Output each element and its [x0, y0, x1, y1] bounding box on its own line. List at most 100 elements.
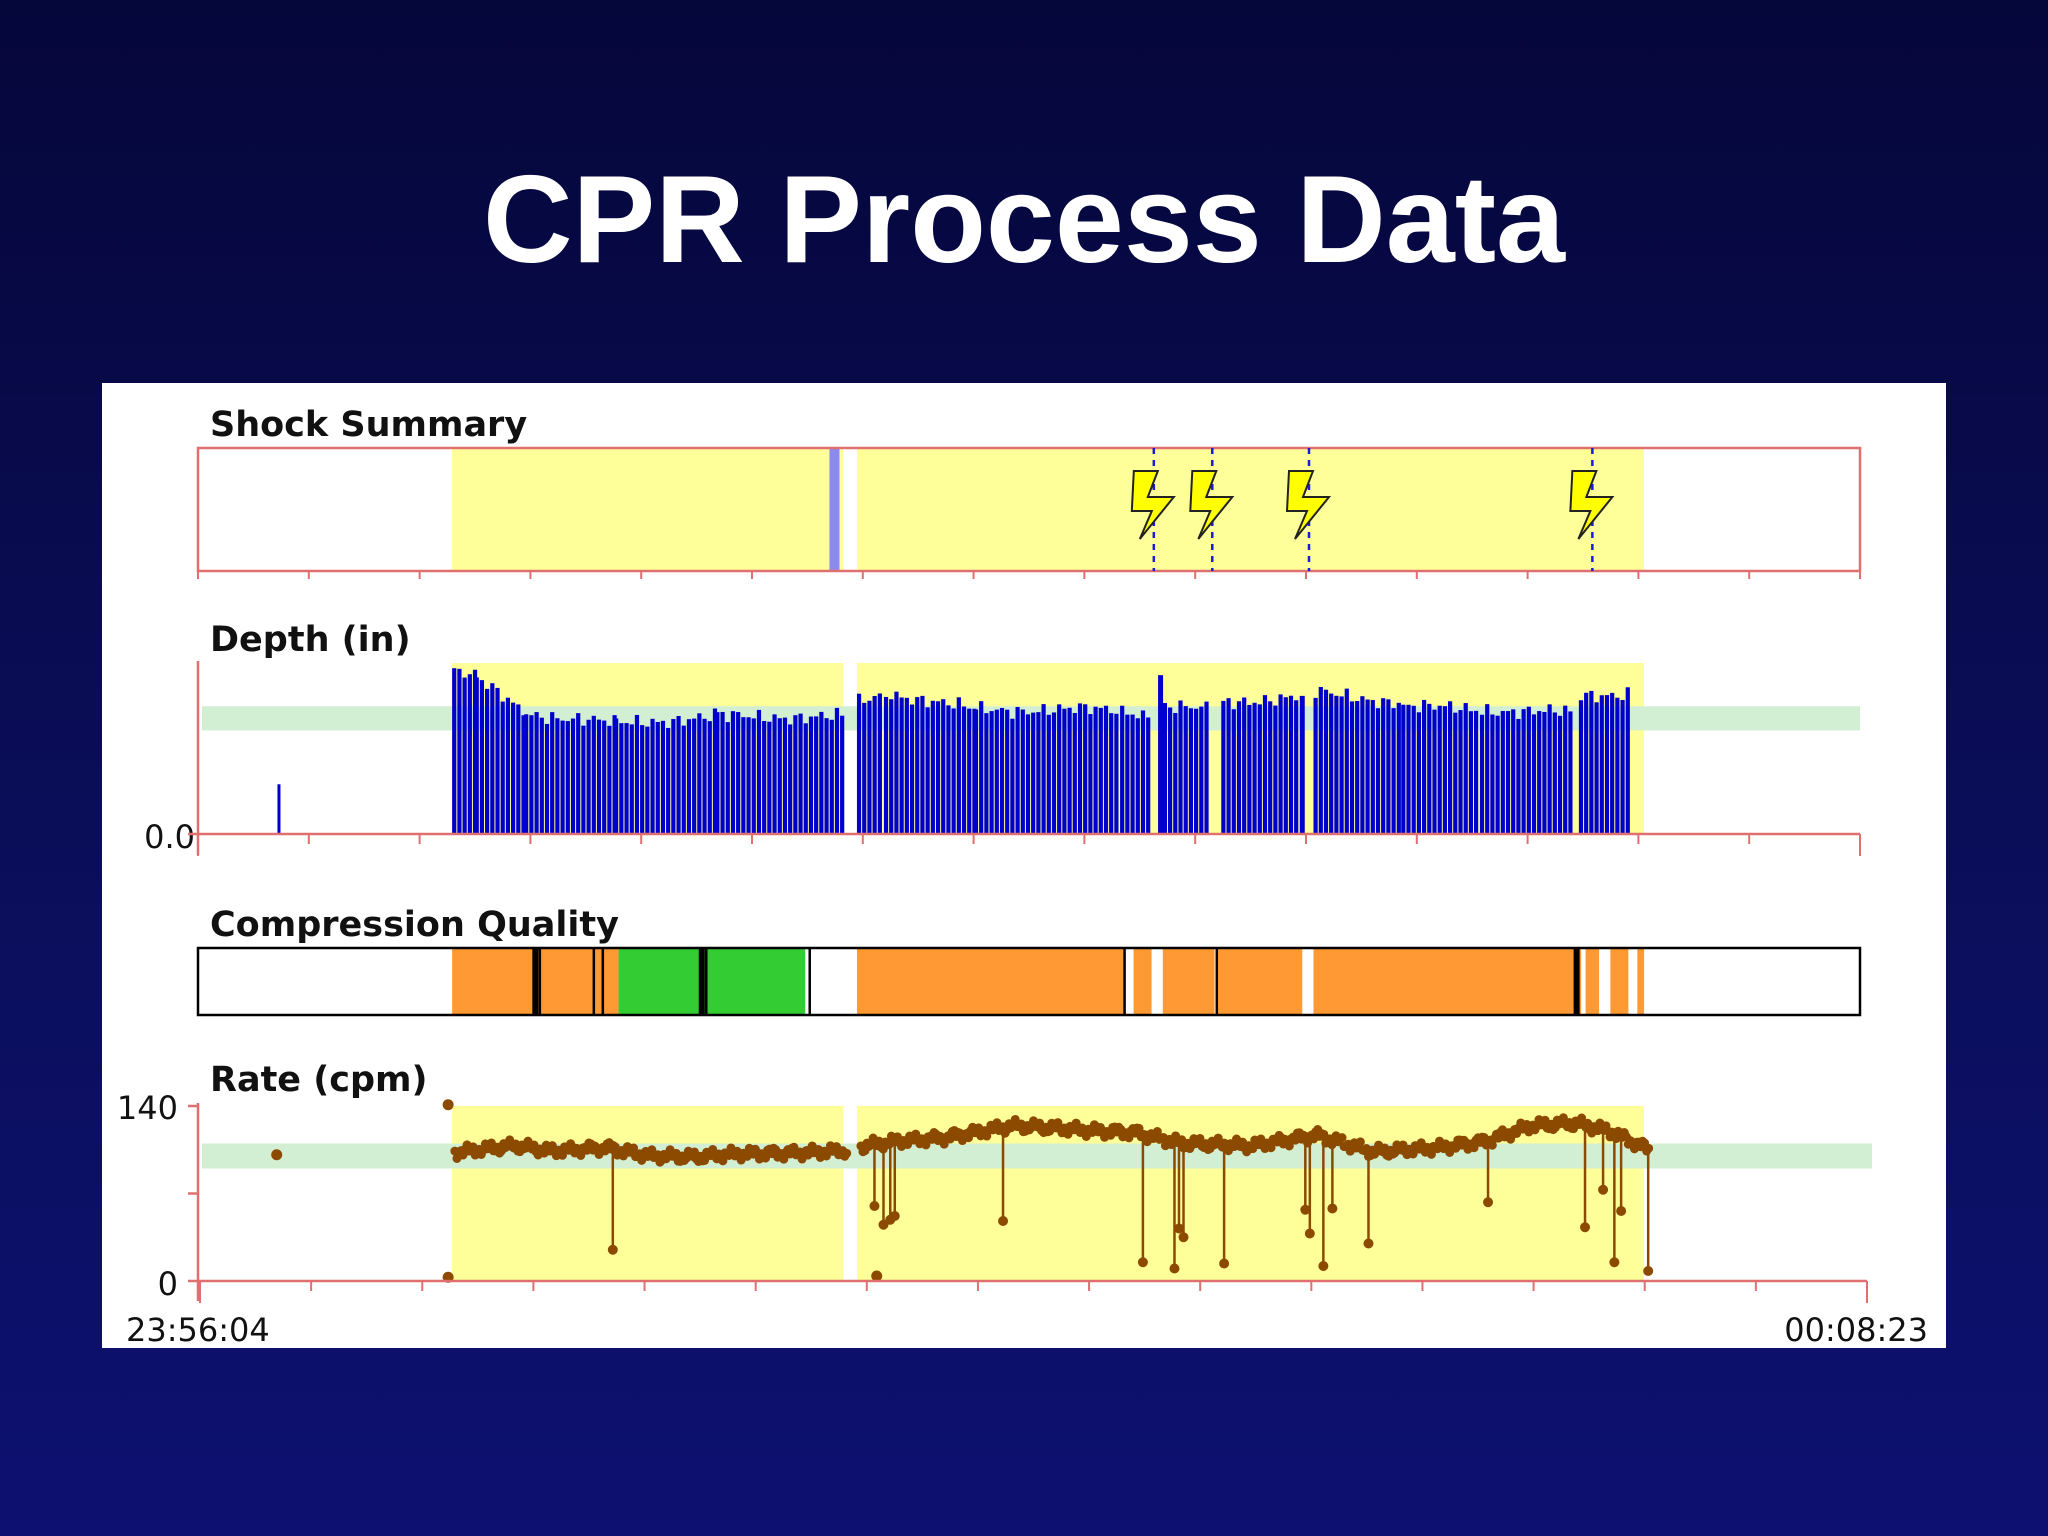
depth-bar-151 — [1252, 702, 1257, 834]
depth-tick-label-0: 0.0 — [144, 818, 195, 856]
rate-point-475 — [1426, 1149, 1436, 1159]
rate-point-361 — [1195, 1133, 1205, 1143]
depth-bar-91 — [920, 695, 925, 834]
depth-bar-206 — [1552, 712, 1557, 834]
depth-bar-160 — [1313, 697, 1318, 834]
depth-bar-117 — [1051, 712, 1057, 834]
depth-bar-152 — [1257, 704, 1262, 834]
depth-bar-38 — [634, 714, 640, 834]
depth-bar-126 — [1098, 707, 1103, 834]
depth-bar-175 — [1391, 708, 1396, 834]
depth-bar-180 — [1416, 712, 1422, 834]
depth-bar-25 — [570, 718, 576, 834]
depth-bar-216 — [1610, 692, 1615, 834]
depth-bar-122 — [1077, 703, 1083, 834]
quality-block-4 — [1162, 948, 1215, 1015]
rate-point-496 — [1469, 1143, 1479, 1153]
depth-bar-94 — [935, 701, 941, 834]
depth-bar-98 — [956, 697, 961, 834]
depth-bar-215 — [1604, 695, 1610, 834]
rate-point-326 — [1124, 1133, 1134, 1143]
depth-bar-133 — [1135, 718, 1140, 834]
depth-bar-7 — [479, 680, 485, 834]
depth-bar-183 — [1432, 709, 1437, 834]
depth-bar-125 — [1093, 706, 1098, 834]
depth-bar-211 — [1584, 692, 1589, 834]
depth-bar-35 — [619, 723, 624, 834]
chart-panel: Shock Summary Depth (in) 0.0 Compression… — [102, 383, 1946, 1348]
rate-point-593 — [1219, 1258, 1230, 1269]
depth-bar-137 — [1168, 707, 1173, 834]
depth-bar-166 — [1344, 688, 1349, 834]
depth-bar-157 — [1283, 697, 1288, 834]
depth-bar-37 — [629, 724, 634, 834]
rate-panel: Rate (cpm) 140 0 — [117, 1060, 1872, 1303]
depth-bar-21 — [550, 712, 555, 834]
depth-bar-129 — [1114, 713, 1119, 834]
rate-point-605 — [271, 1149, 283, 1161]
depth-bar-42 — [655, 721, 660, 834]
depth-bar-32 — [607, 725, 612, 834]
depth-bar-163 — [1329, 693, 1334, 834]
depth-bar-134 — [1140, 710, 1146, 834]
quality-divider-9 — [1573, 948, 1580, 1015]
rate-point-270 — [1010, 1114, 1020, 1124]
depth-bar-150 — [1247, 704, 1252, 834]
depth-bar-186 — [1448, 701, 1453, 834]
depth-bar-153 — [1262, 695, 1268, 834]
compression-quality-title: Compression Quality — [210, 905, 619, 945]
depth-bar-57 — [730, 711, 736, 834]
depth-bar-200 — [1521, 709, 1526, 834]
depth-bar-28 — [586, 719, 591, 834]
depth-bar-142 — [1194, 708, 1199, 834]
depth-bar-107 — [999, 707, 1005, 834]
shock-frame — [196, 446, 1862, 573]
depth-bar-1 — [452, 668, 457, 834]
depth-bar-202 — [1531, 714, 1537, 834]
depth-bar-96 — [946, 705, 951, 834]
rate-point-583 — [607, 1244, 618, 1255]
rate-point-540 — [1558, 1113, 1568, 1123]
quality-divider-5 — [705, 948, 708, 1015]
depth-bar-86 — [894, 691, 899, 834]
depth-bar-99 — [961, 706, 967, 834]
rate-point-340 — [1152, 1127, 1162, 1137]
depth-bar-8 — [485, 688, 490, 834]
depth-bar-162 — [1323, 689, 1329, 834]
rate-point-601 — [1598, 1184, 1609, 1195]
depth-bar-72 — [808, 716, 814, 834]
depth-bar-68 — [788, 724, 793, 834]
depth-bar-217 — [1615, 697, 1620, 834]
depth-bar-70 — [798, 713, 803, 834]
depth-bar-210 — [1578, 700, 1584, 834]
depth-bar-56 — [725, 722, 730, 834]
depth-bar-136 — [1162, 703, 1168, 834]
depth-bar-46 — [676, 715, 681, 834]
depth-bar-51 — [702, 718, 707, 834]
depth-bar-193 — [1485, 704, 1490, 834]
depth-bar-34 — [614, 718, 619, 834]
depth-bar-178 — [1406, 704, 1411, 834]
depth-bar-159 — [1294, 700, 1299, 834]
quality-divider-7 — [1123, 948, 1126, 1015]
depth-bar-140 — [1183, 706, 1188, 834]
rate-point-584 — [869, 1201, 880, 1211]
depth-bar-119 — [1062, 708, 1067, 834]
rate-cpr-period-0 — [452, 1106, 844, 1281]
rate-point-132 — [718, 1156, 728, 1166]
depth-bar-26 — [576, 713, 581, 834]
shock-bolt-icon-0 — [1130, 470, 1176, 540]
depth-bar-155 — [1273, 705, 1278, 834]
depth-bar-138 — [1173, 712, 1178, 834]
depth-bar-167 — [1349, 701, 1355, 834]
depth-bar-184 — [1437, 705, 1442, 834]
depth-bar-52 — [707, 721, 712, 834]
depth-bar-212 — [1589, 690, 1594, 834]
depth-bar-105 — [989, 711, 994, 834]
depth-bar-192 — [1479, 714, 1485, 834]
depth-bar-147 — [1231, 709, 1236, 834]
depth-bar-115 — [1041, 704, 1046, 834]
quality-frame — [196, 946, 1862, 1017]
shock-bolt-icon-1 — [1189, 470, 1235, 540]
depth-bar-29 — [591, 715, 596, 834]
